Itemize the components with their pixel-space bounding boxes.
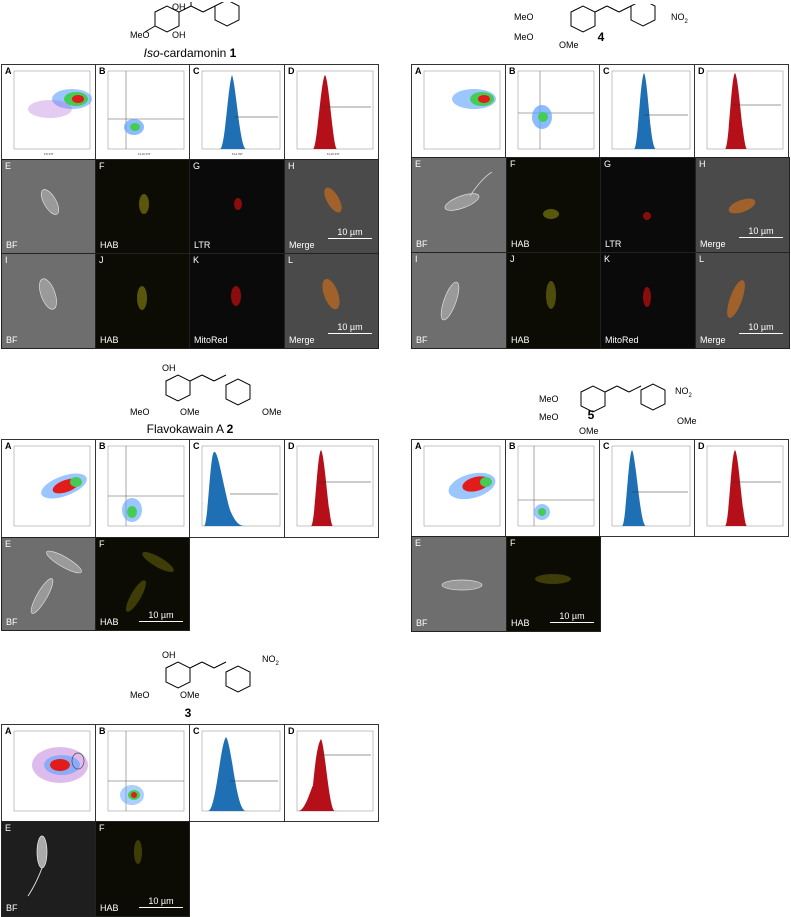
- compound-2-structure: [165, 374, 251, 406]
- label-merge: Merge: [289, 240, 315, 250]
- label-hab: HAB: [100, 240, 119, 250]
- compound-1-structure: [144, 2, 240, 33]
- axis-fl10-d: FL10 INT: [327, 152, 340, 156]
- micro-merge-2: L Merge 10 µm: [284, 253, 379, 349]
- label-mitored: MitoRed: [194, 335, 228, 345]
- flow-panel-c: C FL4 INT: [190, 65, 285, 159]
- compound-4-flow-row: A B C D: [411, 64, 789, 158]
- axis-fl4: FL4 INT: [232, 152, 243, 156]
- label-bf: BF: [6, 240, 18, 250]
- compound-3-structure: [165, 661, 251, 693]
- compound-1-flow-row: A FS INT B FL10 INT C FL4 INT D FL10 INT: [1, 64, 379, 160]
- compound-1-block: OH OH MeO Iso-cardamonin 1 A FS INT B FL…: [0, 0, 379, 355]
- micro-merge-1: H Merge 10 µm: [284, 159, 379, 254]
- compound-2-block: OH MeO OMe OMe Flavokawain A 2 A B C D E…: [0, 363, 379, 635]
- micro-hab-1: F HAB: [95, 159, 190, 254]
- compound-2-flow-row: A B C D: [1, 439, 379, 538]
- micro-hab-2: J HAB: [95, 253, 190, 349]
- micro-bf-2: I BF: [1, 253, 96, 349]
- compound-3-block: OH MeO OMe NO2 3 A B C D E BF F HAB 10 µ…: [0, 650, 379, 917]
- flow-panel-a: A FS INT: [2, 65, 96, 159]
- compound-5-block: MeO MeO OMe OMe NO2 5 A B C D E BF F HAB…: [411, 376, 791, 636]
- compound-4-block: MeO MeO OMe NO2 4 A B C D E BF F HAB G: [411, 0, 791, 355]
- compound-4-structure: [570, 4, 656, 33]
- micro-mitored-1: K MitoRed: [189, 253, 285, 349]
- compound-1-prefix: Iso: [143, 46, 160, 60]
- flow-panel-b: B FL10 INT: [96, 65, 190, 159]
- compound-3-number: 3: [184, 706, 192, 720]
- meo-label-1: MeO: [130, 30, 150, 40]
- axis-fs: FS INT: [44, 152, 54, 156]
- panel-letter-d: D: [288, 66, 295, 76]
- compound-5-number: 5: [587, 408, 595, 422]
- axis-fl10: FL10 INT: [138, 152, 151, 156]
- micro-ltr-1: G LTR: [189, 159, 285, 254]
- label-ltr: LTR: [194, 240, 211, 250]
- compound-1-number: 1: [229, 46, 237, 60]
- compound-4-number: 4: [597, 30, 605, 44]
- compound-3-flow-row: A B C D: [1, 724, 379, 822]
- compound-2-name: Flavokawain A 2: [146, 422, 234, 436]
- oh-label-1a: OH: [172, 2, 186, 12]
- micro-bf-1: E BF: [1, 159, 96, 254]
- compound-5-structure: [580, 383, 666, 413]
- scale-bar: 10 µm: [328, 227, 372, 239]
- panel-letter-c: C: [193, 66, 200, 76]
- compound-5-flow-row: A B C D: [411, 439, 789, 537]
- panel-letter-a: A: [5, 66, 12, 76]
- compound-1-name-rest: -cardamonin: [159, 46, 230, 60]
- compound-1-name: Iso-cardamonin 1: [120, 46, 260, 60]
- panel-letter-b: B: [99, 66, 106, 76]
- flow-panel-d: D FL10 INT: [285, 65, 378, 159]
- oh-label-1b: OH: [172, 30, 186, 40]
